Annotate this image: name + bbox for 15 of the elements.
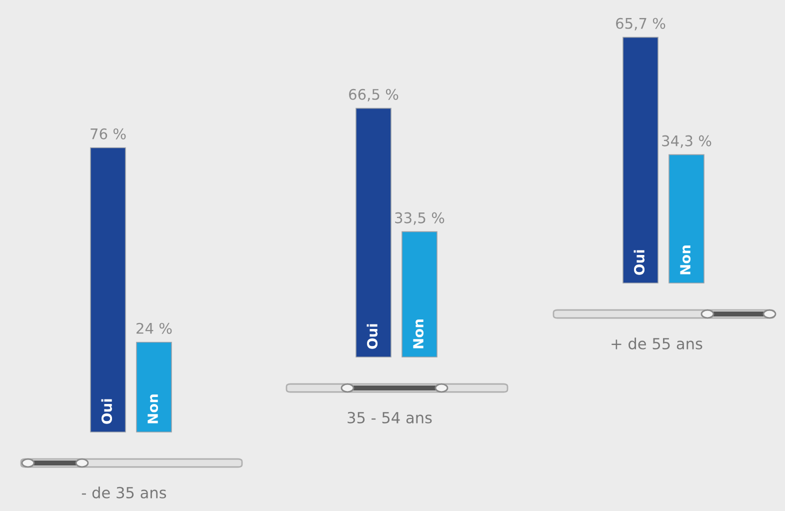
x-tick-label: Non — [413, 320, 424, 348]
x-tick-label: Oui — [366, 324, 378, 349]
data-label: 66,5 % — [349, 88, 398, 102]
x-axis-title: 35 - 54 ans — [348, 412, 432, 424]
x-axis-title: + de 55 ans — [612, 338, 702, 350]
data-label: 33,5 % — [395, 212, 444, 225]
data-label: 24 % — [136, 322, 172, 334]
x-tick-label: Oui — [101, 399, 112, 424]
data-label: 65,7 % — [616, 18, 666, 30]
x-tick-label: Non — [148, 394, 158, 424]
data-label: 34,3 % — [662, 135, 712, 148]
x-axis-title: - de 35 ans — [82, 486, 166, 498]
x-tick-label: Non — [680, 246, 691, 274]
data-label: 76 % — [90, 128, 126, 140]
x-tick-label: Oui — [634, 250, 645, 275]
